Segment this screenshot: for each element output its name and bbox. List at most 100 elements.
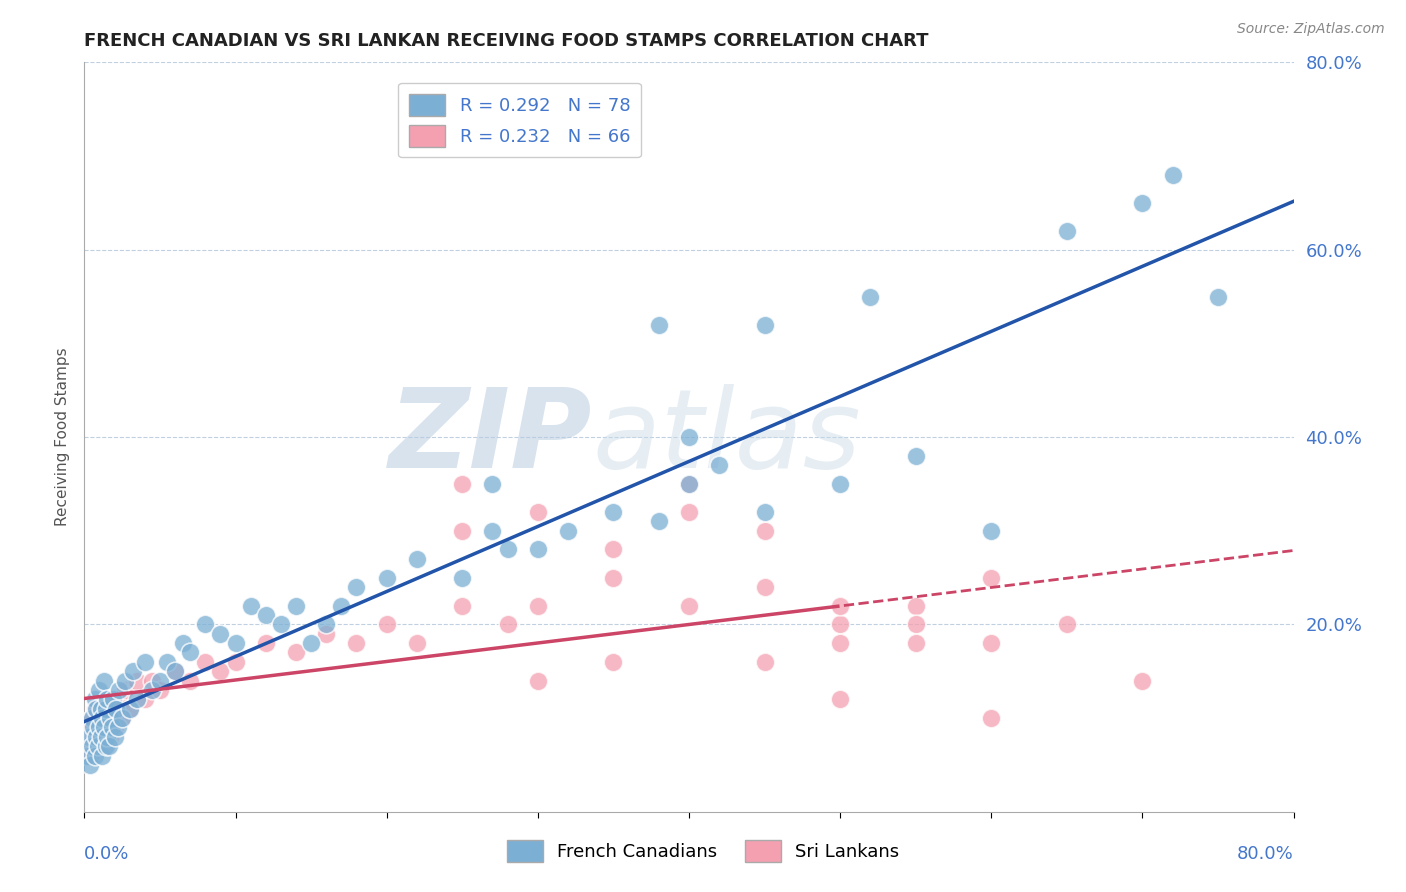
Point: [118, 701, 141, 715]
Point: [406, 551, 429, 566]
Point: [90, 701, 112, 715]
Point: [1206, 289, 1229, 303]
Point: [209, 664, 232, 679]
Point: [225, 636, 247, 650]
Point: [76, 748, 98, 763]
Point: [225, 655, 247, 669]
Point: [100, 711, 122, 725]
Point: [406, 636, 429, 650]
Text: Source: ZipAtlas.com: Source: ZipAtlas.com: [1237, 22, 1385, 37]
Point: [91, 711, 114, 725]
Point: [86, 730, 108, 744]
Point: [107, 692, 129, 706]
Text: ZIP: ZIP: [388, 384, 592, 491]
Point: [830, 599, 852, 613]
Text: FRENCH CANADIAN VS SRI LANKAN RECEIVING FOOD STAMPS CORRELATION CHART: FRENCH CANADIAN VS SRI LANKAN RECEIVING …: [84, 32, 929, 50]
Point: [84, 701, 107, 715]
Point: [1161, 168, 1184, 182]
Point: [602, 542, 624, 557]
Point: [496, 542, 519, 557]
Text: atlas: atlas: [592, 384, 860, 491]
Point: [111, 711, 134, 725]
Point: [94, 711, 117, 725]
Point: [90, 730, 112, 744]
Point: [904, 636, 927, 650]
Point: [179, 673, 201, 688]
Point: [602, 655, 624, 669]
Point: [101, 692, 124, 706]
Point: [172, 636, 194, 650]
Point: [82, 730, 104, 744]
Point: [194, 617, 217, 632]
Point: [496, 617, 519, 632]
Point: [830, 692, 852, 706]
Point: [904, 599, 927, 613]
Point: [134, 655, 156, 669]
Point: [87, 721, 110, 735]
Point: [79, 758, 101, 772]
Point: [94, 701, 117, 715]
Point: [98, 730, 121, 744]
Point: [86, 701, 108, 715]
Point: [904, 617, 927, 632]
Point: [96, 730, 118, 744]
Point: [80, 711, 103, 725]
Point: [859, 289, 882, 303]
Point: [84, 748, 107, 763]
Point: [94, 739, 117, 753]
Point: [299, 636, 322, 650]
Point: [108, 683, 131, 698]
Text: 0.0%: 0.0%: [84, 846, 129, 863]
Point: [1130, 673, 1153, 688]
Point: [93, 721, 115, 735]
Point: [830, 476, 852, 491]
Point: [97, 739, 120, 753]
Point: [194, 655, 217, 669]
Point: [91, 701, 114, 715]
Point: [481, 476, 503, 491]
Point: [114, 673, 136, 688]
Point: [285, 646, 308, 660]
Point: [830, 617, 852, 632]
Point: [107, 721, 129, 735]
Point: [96, 721, 118, 735]
Point: [678, 476, 700, 491]
Point: [602, 571, 624, 585]
Point: [254, 608, 277, 623]
Point: [77, 721, 100, 735]
Point: [121, 664, 143, 679]
Point: [86, 739, 108, 753]
Point: [285, 599, 308, 613]
Point: [156, 655, 179, 669]
Point: [91, 748, 114, 763]
Point: [980, 524, 1002, 538]
Point: [93, 739, 115, 753]
Point: [98, 711, 121, 725]
Point: [89, 711, 111, 725]
Point: [149, 683, 172, 698]
Point: [254, 636, 277, 650]
Text: 80.0%: 80.0%: [1237, 846, 1294, 863]
Point: [165, 664, 187, 679]
Point: [127, 673, 149, 688]
Point: [239, 599, 262, 613]
Point: [315, 626, 337, 640]
Point: [375, 617, 398, 632]
Point: [165, 664, 187, 679]
Point: [209, 626, 232, 640]
Legend: R = 0.292   N = 78, R = 0.232   N = 66: R = 0.292 N = 78, R = 0.232 N = 66: [398, 83, 641, 158]
Legend: French Canadians, Sri Lankans: French Canadians, Sri Lankans: [499, 833, 907, 870]
Point: [100, 721, 122, 735]
Point: [678, 599, 700, 613]
Point: [451, 571, 474, 585]
Point: [346, 636, 368, 650]
Point: [76, 739, 98, 753]
Point: [648, 318, 671, 332]
Point: [754, 655, 776, 669]
Point: [270, 617, 292, 632]
Point: [105, 701, 128, 715]
Point: [127, 692, 149, 706]
Point: [84, 692, 107, 706]
Point: [111, 711, 134, 725]
Point: [1056, 224, 1078, 238]
